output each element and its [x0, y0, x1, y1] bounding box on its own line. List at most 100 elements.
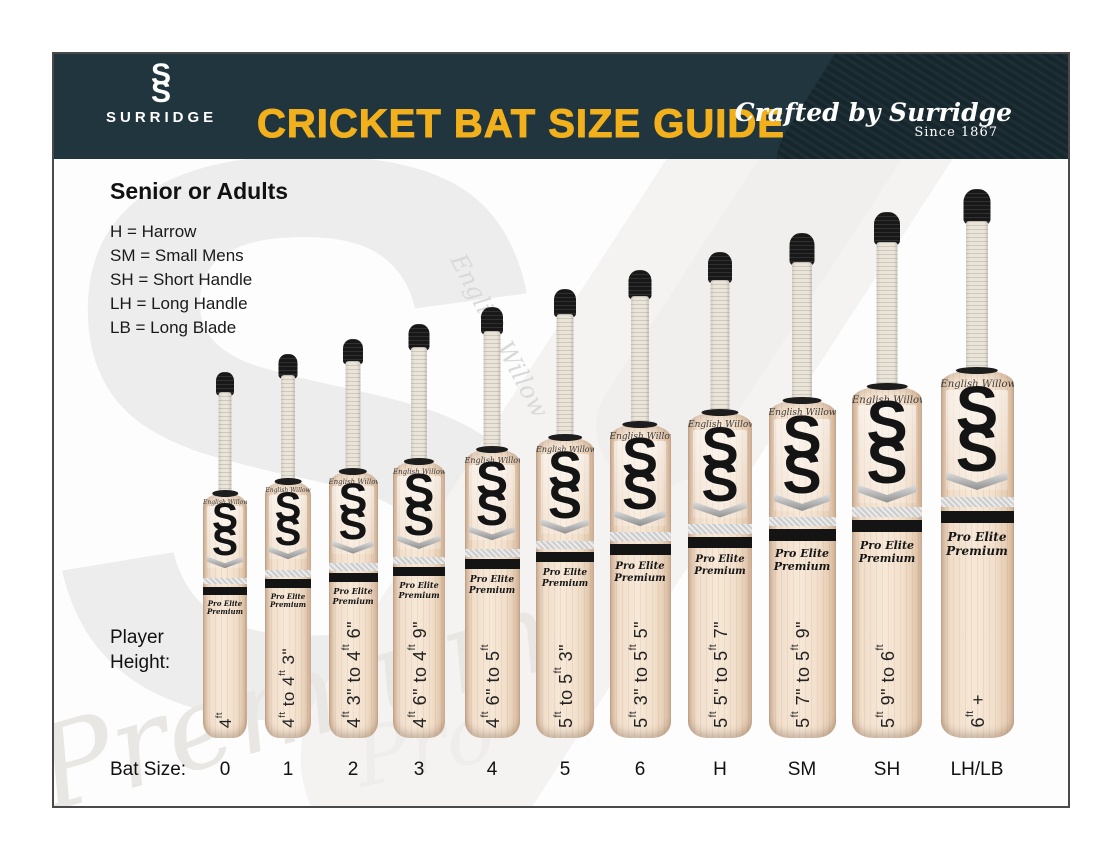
bat-silver-band — [265, 569, 311, 577]
player-height-line2: Height: — [110, 652, 171, 673]
since-year-text: Since 1867 — [914, 125, 998, 140]
bat-black-band — [688, 536, 752, 548]
legend-item: LB = Long Blade — [110, 318, 237, 337]
bat-model-text: Pro Elite Premium — [332, 586, 374, 606]
player-height-line1: Player — [110, 627, 164, 648]
ss-logo-letter: S — [955, 412, 999, 485]
ss-logo-letter: S — [547, 472, 583, 530]
player-height-text: 4ft 6" to 5ft — [480, 644, 503, 728]
bat-knob — [963, 189, 991, 225]
bat-size-value: SM — [787, 759, 817, 780]
bat-blade: English Willow S S Pro Elite Premium 4ft — [203, 490, 247, 738]
bat-size-value: 0 — [219, 759, 231, 780]
bat-silver-band — [536, 540, 594, 550]
bat-silver-band — [203, 577, 247, 585]
abbreviation-legend: H = Harrow SM = Small Mens SH = Short Hand… — [110, 220, 252, 340]
legend-item: SH = Short Handle — [110, 270, 253, 289]
bat-handle — [876, 242, 898, 394]
bat-knob — [874, 212, 900, 246]
bat-black-band — [609, 543, 671, 555]
player-height-text: 6ft + — [965, 694, 988, 728]
bat-silver-band — [609, 532, 671, 542]
bat-model-text: Pro Elite Premium — [946, 530, 1008, 559]
player-height-text: 4ft 6" to 4ft 9" — [407, 621, 430, 728]
bat-handle — [345, 361, 361, 479]
bat-black-band — [768, 529, 836, 541]
bat-black-band — [393, 566, 445, 577]
bat-blade: English Willow S S Pro Elite Premium 4ft 6" t… — [393, 458, 445, 738]
bat-model-text: Pro Elite Premium — [858, 539, 916, 566]
bat-handle — [483, 331, 501, 457]
player-height-text: 4ft — [214, 711, 235, 728]
bat-grip-collar — [212, 490, 238, 497]
bat-handle — [411, 347, 427, 469]
bat-size-4: English Willow S S Pro Elite Premium 4ft 6" t… — [464, 307, 520, 738]
bat-black-band — [203, 586, 247, 595]
bat-black-band — [852, 520, 922, 533]
bat-blade: English Willow S S Pro Elite Premium 4ft to 4… — [265, 478, 311, 738]
bat-model-text: Pro Elite Premium — [773, 547, 831, 574]
logo-letter-top: S — [150, 58, 171, 91]
bat-black-band — [265, 579, 311, 588]
bat-size-value: LH/LB — [950, 759, 1004, 780]
player-height-text: 5ft 3" to 5ft 5" — [628, 621, 651, 728]
bat-silver-band — [940, 496, 1014, 508]
bat-grip-collar — [782, 397, 822, 404]
ss-logo-letter: S — [621, 460, 659, 521]
bat-model-text: Pro Elite Premium — [614, 560, 666, 584]
bat-silver-band — [328, 563, 378, 571]
bats-chart: English Willow S S Pro Elite Premium 4ft Engli… — [54, 54, 1068, 806]
section-heading: Senior or Adults — [110, 178, 289, 204]
bat-blade: English Willow S S Pro Elite Premium 5ft to 5… — [536, 434, 594, 738]
ss-logo-letter: S — [701, 449, 739, 513]
bat-size-value: SH — [873, 759, 901, 780]
player-height-text: 4ft 3" to 4ft 6" — [341, 621, 364, 728]
crafted-script-text: Crafted by Surridge — [734, 98, 1012, 127]
ss-logo-letter: S — [782, 440, 822, 507]
bat-grip-collar — [274, 478, 302, 485]
player-height-text: 5ft 5" to 5ft 7" — [708, 621, 731, 728]
header-band: S S SURRIDGE CRICKET BAT SIZE GUIDE Craf… — [54, 54, 1068, 159]
page-title: CRICKET BAT SIZE GUIDE — [257, 102, 785, 147]
bat-size-value: 6 — [634, 759, 646, 780]
bat-silver-band — [768, 516, 836, 527]
legend-item: SM = Small Mens — [110, 246, 244, 265]
player-height-text: 5ft 9" to 6ft — [875, 644, 898, 728]
bat-handle — [631, 296, 649, 432]
bat-model-text: Pro Elite Premium — [207, 598, 243, 616]
bat-grip-collar — [548, 434, 582, 441]
bat-willow-text: English Willow — [203, 499, 247, 507]
bat-model-text: Pro Elite Premium — [270, 591, 306, 610]
bat-knob — [216, 372, 234, 396]
surridge-logo: S S SURRIDGE — [106, 58, 218, 127]
bat-model-text: Pro Elite Premium — [694, 553, 746, 577]
bat-handle — [792, 262, 812, 408]
bat-size-axis-label: Bat Size: — [110, 759, 187, 780]
bat-model-text: Pro Elite Premium — [398, 580, 440, 601]
bat-model-text: Pro Elite Premium — [468, 574, 516, 596]
bat-size-2: English Willow S S Pro Elite Premium 4ft 3" t… — [328, 339, 378, 738]
legend-item: LH = Long Handle — [110, 294, 248, 313]
bat-handle — [556, 314, 574, 445]
bat-size-0: English Willow S S Pro Elite Premium 4ft — [203, 372, 247, 738]
legend-item: H = Harrow — [110, 222, 197, 241]
bat-size-sh: English Willow S S Pro Elite Premium 5ft 9" t… — [852, 212, 922, 738]
bat-blade: English Willow S S Pro Elite Premium 5ft 7" t… — [768, 397, 836, 738]
bat-blade: English Willow S S Pro Elite Premium 4ft 3" t… — [328, 468, 378, 738]
bat-handle — [966, 221, 988, 378]
bat-size-lh-lb: English Willow S S Pro Elite Premium 6ft + — [940, 189, 1014, 738]
bat-grip-collar — [476, 446, 508, 453]
logo-wordmark: SURRIDGE — [106, 109, 218, 126]
bat-black-band — [328, 572, 378, 583]
